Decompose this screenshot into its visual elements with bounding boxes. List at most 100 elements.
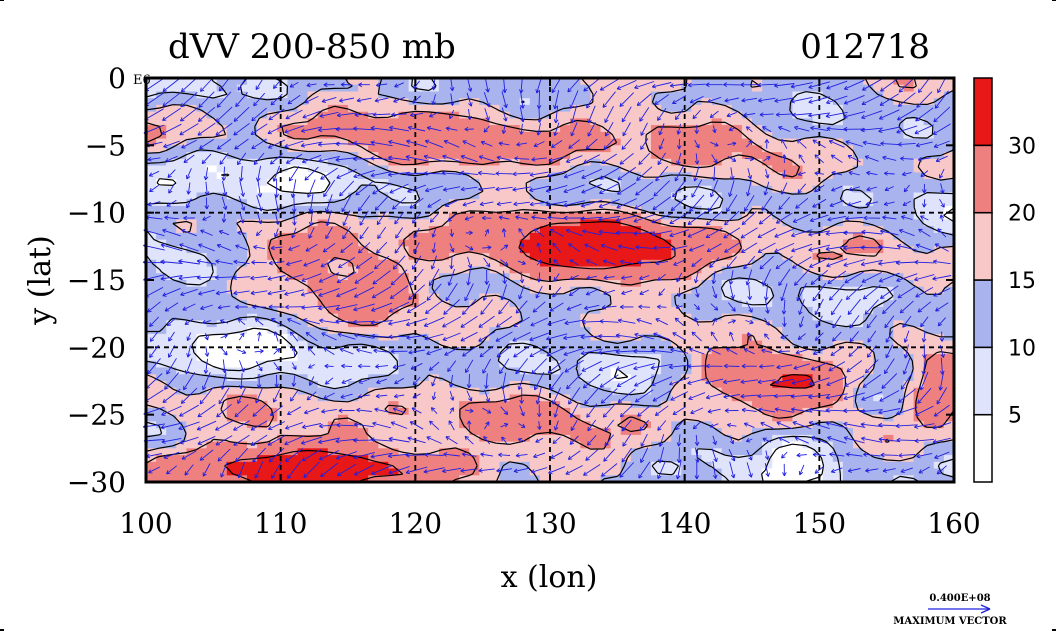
field-cell <box>206 152 218 160</box>
field-cell <box>590 145 602 153</box>
field-cell <box>610 192 622 200</box>
field-cell <box>792 125 804 133</box>
field-cell <box>378 414 389 422</box>
field-cell <box>752 293 763 301</box>
field-cell <box>580 246 591 254</box>
field-cell <box>711 219 723 227</box>
field-cell <box>438 421 450 429</box>
field-cell <box>176 387 187 395</box>
field-cell <box>630 394 642 402</box>
field-cell <box>842 172 854 180</box>
field-cell <box>307 78 319 86</box>
field-cell <box>620 131 632 140</box>
field-cell <box>196 259 208 268</box>
field-cell <box>671 286 682 294</box>
field-cell <box>812 293 824 301</box>
field-cell <box>146 394 157 402</box>
field-cell <box>640 232 652 241</box>
field-cell <box>671 179 682 187</box>
field-cell <box>792 421 804 429</box>
field-cell <box>651 286 662 294</box>
field-cell <box>883 293 894 301</box>
field-cell <box>741 394 753 402</box>
field-cell <box>933 98 945 106</box>
field-cell <box>570 414 581 422</box>
field-cell <box>630 327 642 335</box>
field-cell <box>307 286 319 294</box>
field-cell <box>802 448 814 456</box>
field-cell <box>146 293 157 301</box>
field-cell <box>923 468 935 476</box>
field-cell <box>782 239 793 247</box>
field-cell <box>529 239 541 247</box>
field-cell <box>317 421 329 429</box>
field-cell <box>509 219 521 227</box>
field-cell <box>307 414 319 422</box>
wind-vector <box>162 77 181 92</box>
field-cell <box>358 131 369 140</box>
field-cell <box>842 407 854 416</box>
field-cell <box>267 340 278 348</box>
field-cell <box>176 401 187 409</box>
field-cell <box>469 374 480 382</box>
field-cell <box>883 104 894 113</box>
field-cell <box>620 414 632 422</box>
field-cell <box>388 145 400 153</box>
field-cell <box>337 185 349 193</box>
field-cell <box>449 239 460 247</box>
field-cell <box>449 407 460 416</box>
field-cell <box>772 387 783 395</box>
field-cell <box>348 98 359 106</box>
field-cell <box>307 111 319 119</box>
field-cell <box>348 381 359 389</box>
field-cell <box>489 421 501 429</box>
field-cell <box>479 253 490 261</box>
field-cell <box>681 138 692 146</box>
field-cell <box>539 125 551 133</box>
field-cell <box>287 118 299 126</box>
field-cell <box>449 306 460 315</box>
field-cell <box>933 158 945 167</box>
field-cell <box>580 78 591 86</box>
field-cell <box>469 434 480 443</box>
field-cell <box>236 138 248 146</box>
field-cell <box>782 394 793 402</box>
field-cell <box>479 434 490 443</box>
field-cell <box>711 306 723 315</box>
field-cell <box>560 138 571 146</box>
field-cell <box>438 78 450 86</box>
field-cell <box>792 192 804 200</box>
field-cell <box>469 286 480 294</box>
field-cell <box>317 354 329 362</box>
field-cell <box>741 179 753 187</box>
field-cell <box>913 145 925 153</box>
field-cell <box>610 394 622 402</box>
field-cell <box>620 91 632 99</box>
field-cell <box>893 259 905 268</box>
field-cell <box>307 354 319 362</box>
field-cell <box>287 455 299 463</box>
field-cell <box>570 428 581 436</box>
field-cell <box>267 246 278 254</box>
field-cell <box>337 165 349 173</box>
field-cell <box>752 165 763 173</box>
field-cell <box>156 104 167 113</box>
field-cell <box>681 205 692 214</box>
field-cell <box>721 313 733 321</box>
field-cell <box>580 448 591 456</box>
field-cell <box>226 232 238 241</box>
field-cell <box>206 428 218 436</box>
field-cell <box>731 138 743 146</box>
field-cell <box>297 434 309 443</box>
field-cell <box>863 138 874 146</box>
field-cell <box>741 320 753 328</box>
field-cell <box>883 91 894 99</box>
field-cell <box>146 468 157 476</box>
field-cell <box>226 104 238 113</box>
field-cell <box>731 387 743 395</box>
field-cell <box>156 320 167 328</box>
field-cell <box>146 374 157 382</box>
field-cell <box>661 407 672 416</box>
field-cell <box>297 138 309 146</box>
field-cell <box>943 219 954 227</box>
